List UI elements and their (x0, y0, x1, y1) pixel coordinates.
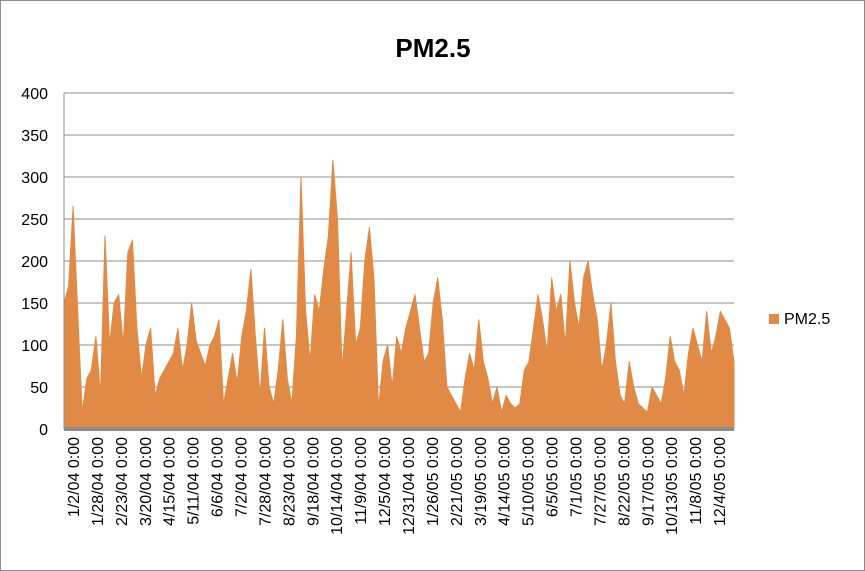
x-tick-label: 7/28/04 0:00 (257, 437, 274, 526)
x-tick-label: 7/1/05 0:00 (569, 437, 586, 517)
axes (63, 93, 734, 431)
y-tick-label: 250 (21, 212, 48, 229)
y-tick-label: 0 (39, 422, 48, 439)
x-tick-label: 12/4/05 0:00 (712, 437, 729, 526)
y-tick-label: 300 (21, 170, 48, 187)
x-tick-label: 6/5/05 0:00 (545, 437, 562, 517)
x-tick-label: 5/11/04 0:00 (186, 437, 203, 525)
x-tick-label: 8/23/04 0:00 (281, 437, 298, 526)
legend-swatch-pm25 (769, 314, 779, 324)
x-tick-label: 12/5/04 0:00 (377, 437, 394, 526)
y-tick-label: 400 (21, 86, 48, 103)
x-tick-label: 12/31/04 0:00 (401, 437, 418, 535)
x-tick-label: 1/28/04 0:00 (90, 437, 107, 526)
y-tick-label: 350 (21, 128, 48, 145)
y-tick-label: 150 (21, 296, 48, 313)
x-tick-label: 8/22/05 0:00 (616, 437, 633, 526)
x-tick-label: 2/23/04 0:00 (114, 437, 131, 526)
series-area-pm25 (63, 159, 735, 430)
y-tick-label: 50 (30, 380, 48, 397)
x-tick-label: 9/17/05 0:00 (640, 437, 657, 526)
x-tick-label: 4/15/04 0:00 (162, 437, 179, 526)
legend: PM2.5 (769, 311, 830, 328)
y-axis-ticks: 0 50 100 150 200 250 300 350 400 (21, 86, 48, 439)
x-tick-label: 1/2/04 0:00 (66, 437, 83, 517)
x-tick-label: 10/13/05 0:00 (664, 437, 681, 535)
y-tick-label: 200 (21, 254, 48, 271)
x-tick-label: 4/14/05 0:00 (497, 437, 514, 526)
x-axis-ticks: 1/2/04 0:00 1/28/04 0:00 2/23/04 0:00 3/20/… (66, 437, 729, 535)
x-tick-label: 7/27/05 0:00 (592, 437, 609, 526)
x-tick-label: 11/9/04 0:00 (353, 437, 370, 525)
chart-title: PM2.5 (395, 33, 470, 63)
x-tick-label: 10/14/04 0:00 (329, 437, 346, 535)
x-tick-label: 2/21/05 0:00 (449, 437, 466, 526)
x-tick-label: 11/8/05 0:00 (688, 437, 705, 525)
x-tick-label: 6/6/04 0:00 (210, 437, 227, 517)
x-tick-label: 3/19/05 0:00 (473, 437, 490, 526)
legend-label-pm25: PM2.5 (784, 311, 830, 328)
x-tick-label: 7/2/04 0:00 (234, 437, 251, 517)
x-tick-label: 5/10/05 0:00 (521, 437, 538, 526)
plot-area (63, 159, 735, 430)
y-tick-label: 100 (21, 338, 48, 355)
x-tick-label: 3/20/04 0:00 (138, 437, 155, 526)
gridlines (64, 92, 734, 388)
x-tick-label: 9/18/04 0:00 (305, 437, 322, 526)
x-tick-label: 1/26/05 0:00 (425, 437, 442, 526)
